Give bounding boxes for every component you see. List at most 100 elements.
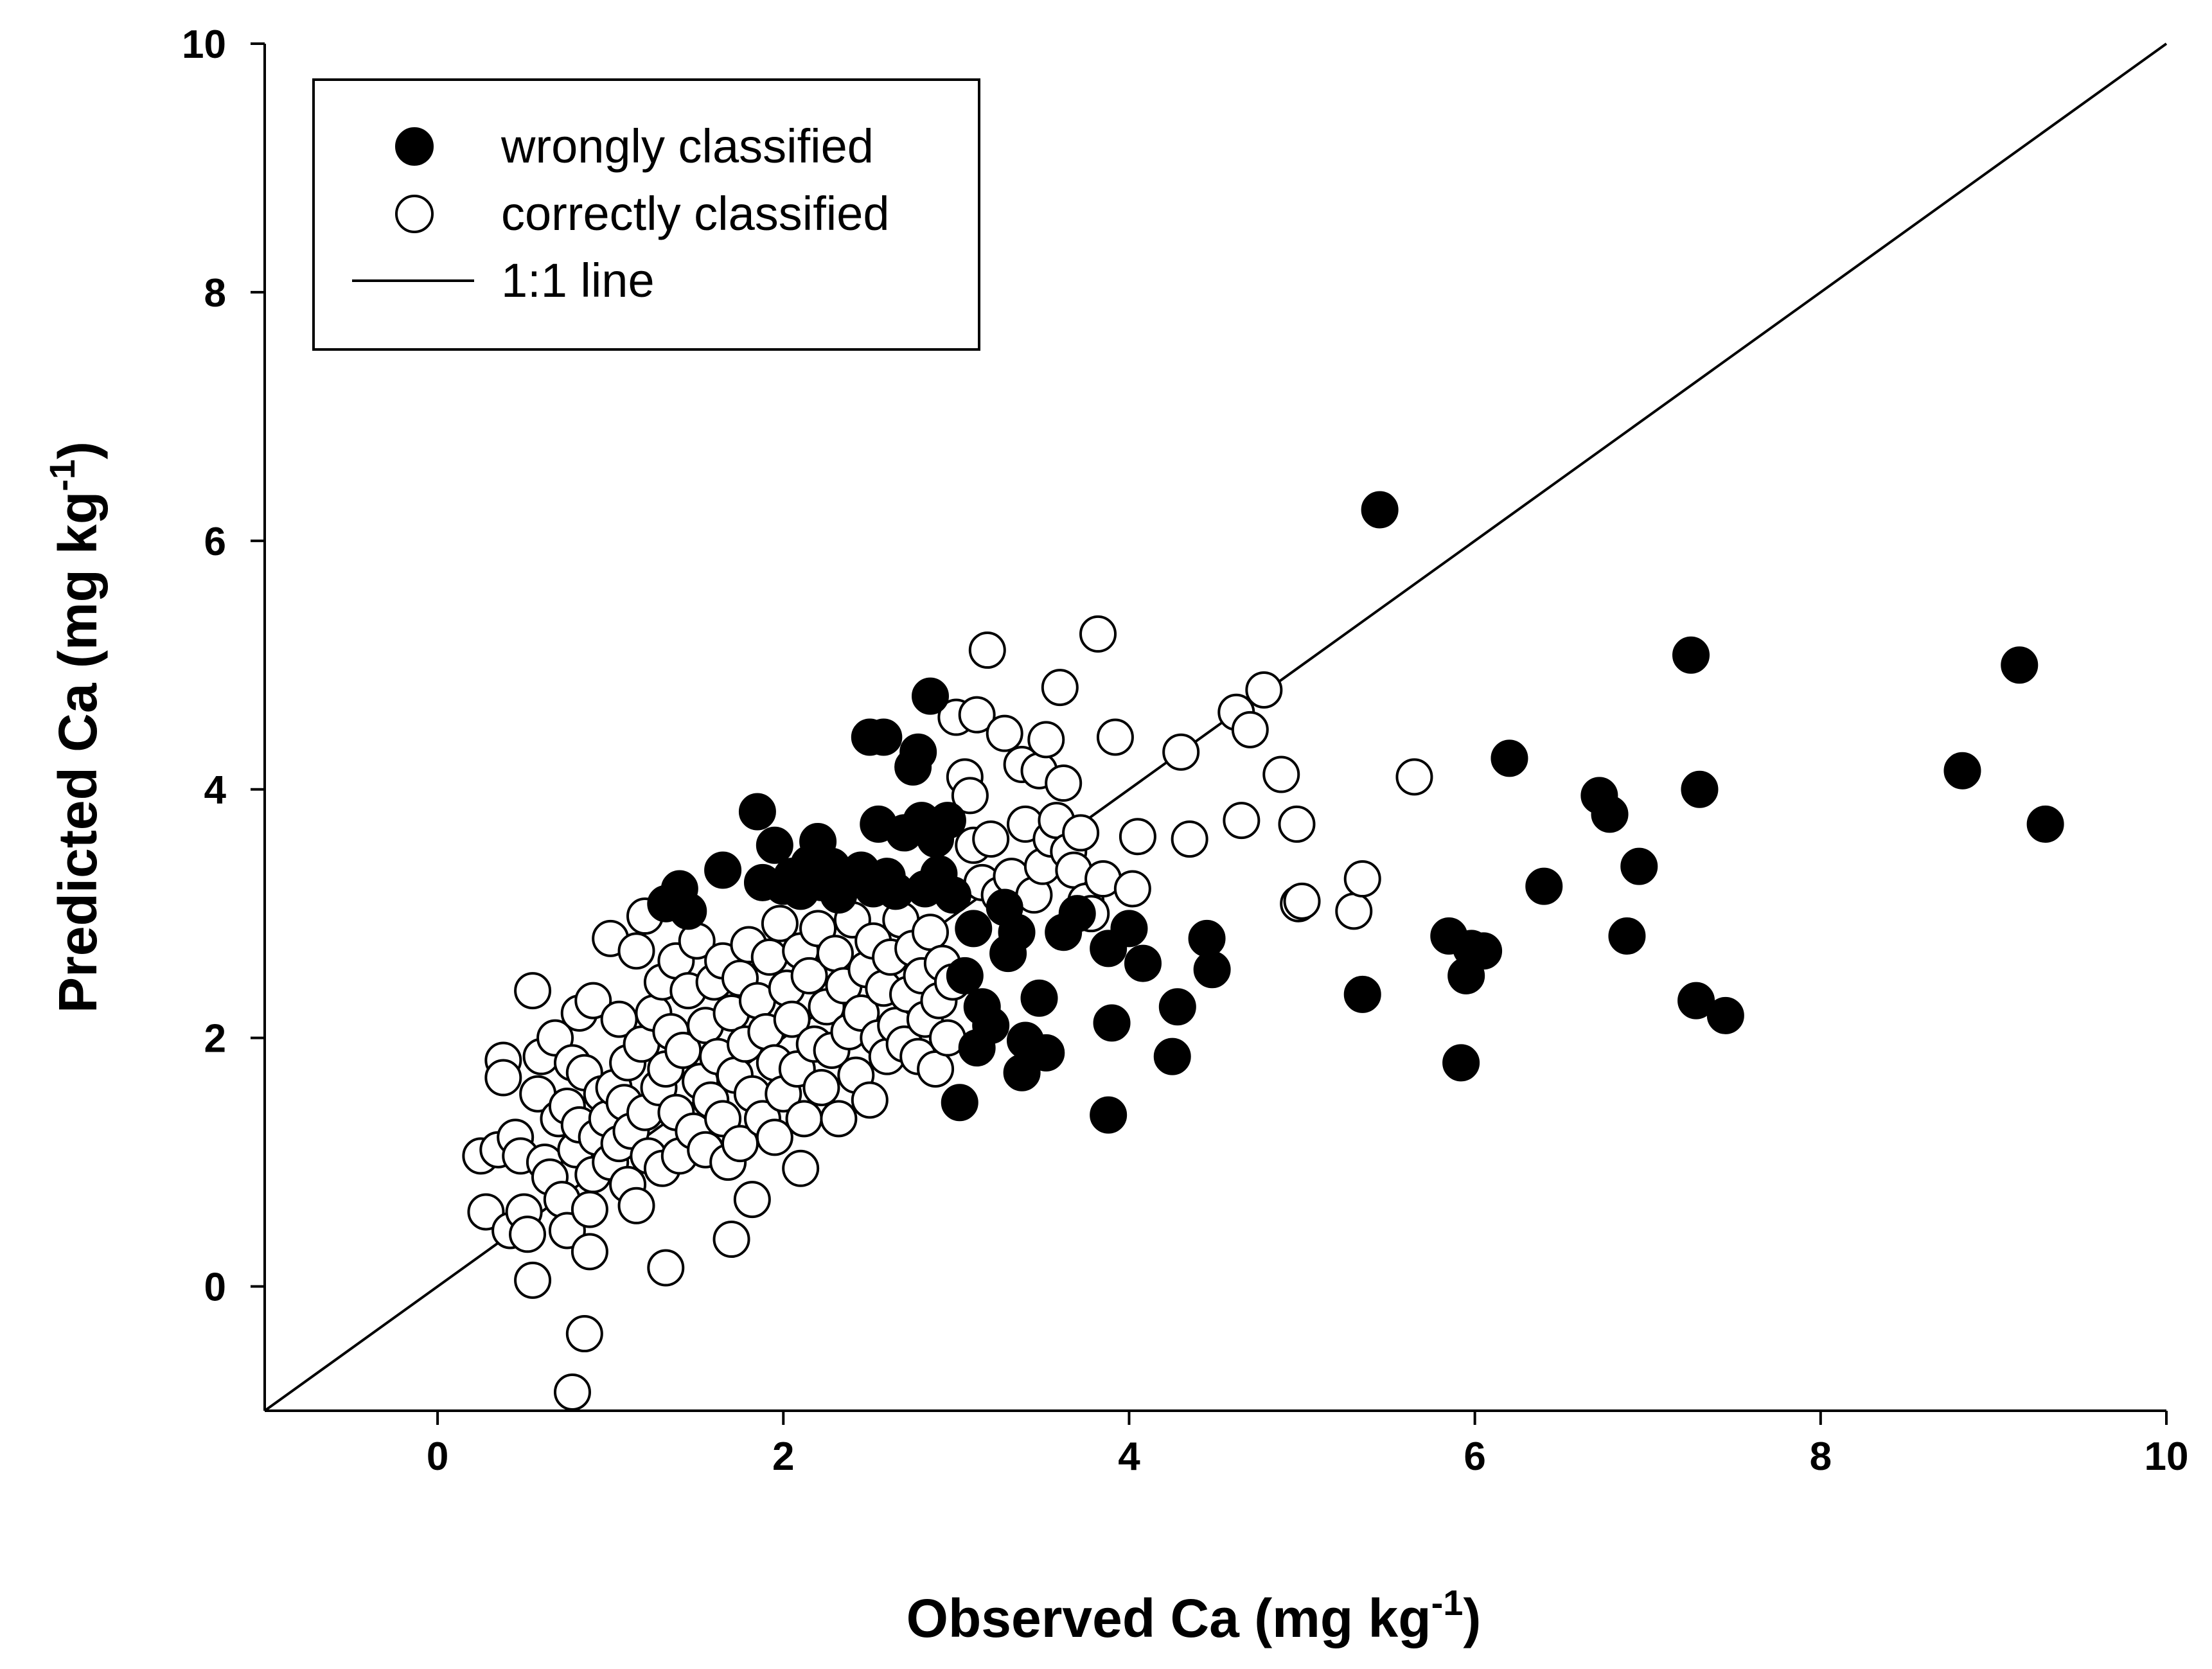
point-wrongly-classified (1188, 919, 1226, 957)
point-wrongly-classified (1681, 770, 1719, 808)
point-wrongly-classified (1620, 847, 1658, 885)
point-wrongly-classified (1093, 1004, 1131, 1042)
x-tick-label: 8 (1810, 1435, 1832, 1479)
y-axis-title-superscript: -1 (42, 459, 82, 491)
point-wrongly-classified (912, 677, 949, 715)
point-wrongly-classified (1525, 867, 1563, 905)
x-tick-label: 6 (1464, 1435, 1485, 1479)
point-correctly-classified (851, 1081, 889, 1119)
y-tick-label: 6 (204, 520, 226, 564)
x-axis-title-superscript: -1 (1431, 1582, 1464, 1623)
point-wrongly-classified (998, 914, 1036, 951)
point-wrongly-classified (1020, 979, 1058, 1017)
point-correctly-classified (733, 1181, 771, 1219)
x-axis-ticks: 0 2 4 6 8 10 (427, 1411, 2188, 1479)
point-correctly-classified (1223, 802, 1261, 840)
x-axis-title-main: Observed Ca (mg kg (907, 1588, 1431, 1648)
y-axis-ticks: 0 2 4 6 8 10 (182, 22, 265, 1310)
point-wrongly-classified (1672, 636, 1710, 674)
point-correctly-classified (509, 1215, 547, 1253)
point-wrongly-classified (941, 1084, 978, 1122)
point-wrongly-classified (933, 876, 971, 914)
point-wrongly-classified (955, 910, 993, 948)
point-correctly-classified (912, 914, 949, 951)
point-wrongly-classified (704, 851, 742, 889)
y-tick-label: 8 (204, 271, 226, 315)
point-wrongly-classified (1193, 951, 1231, 989)
point-wrongly-classified (1153, 1038, 1191, 1075)
point-wrongly-classified (946, 957, 984, 994)
point-correctly-classified (761, 905, 799, 942)
x-tick-label: 0 (427, 1435, 448, 1479)
point-correctly-classified (817, 935, 854, 973)
point-wrongly-classified (972, 1007, 1010, 1045)
point-correctly-classified (1045, 764, 1083, 802)
point-wrongly-classified (1124, 944, 1162, 982)
y-axis-title-close: ) (48, 441, 108, 459)
point-correctly-classified (1162, 733, 1200, 771)
point-wrongly-classified (928, 802, 966, 840)
y-tick-label: 0 (204, 1266, 226, 1310)
point-correctly-classified (773, 1000, 811, 1038)
x-axis-title-close: ) (1463, 1588, 1481, 1648)
point-correctly-classified (712, 1221, 750, 1258)
point-correctly-classified (571, 1190, 608, 1228)
point-correctly-classified (1041, 669, 1079, 707)
point-correctly-classified (553, 1373, 591, 1411)
point-wrongly-classified (865, 718, 903, 756)
point-correctly-classified (968, 631, 1006, 669)
point-wrongly-classified (899, 733, 937, 771)
point-wrongly-classified (1158, 988, 1196, 1026)
point-correctly-classified (1113, 870, 1151, 908)
point-correctly-classified (820, 1100, 858, 1138)
point-wrongly-classified (1027, 1034, 1065, 1072)
point-correctly-classified (617, 932, 655, 970)
point-correctly-classified (1283, 882, 1321, 920)
point-wrongly-classified (2001, 646, 2039, 684)
point-wrongly-classified (738, 793, 776, 831)
point-correctly-classified (1096, 718, 1134, 756)
point-correctly-classified (917, 1050, 955, 1088)
series-correctly-classified (462, 615, 1433, 1411)
point-correctly-classified (790, 957, 828, 994)
point-wrongly-classified (1591, 795, 1629, 833)
x-tick-label: 4 (1118, 1435, 1140, 1479)
legend: wrongly classified correctly classified … (312, 78, 980, 351)
point-correctly-classified (1119, 818, 1156, 856)
point-correctly-classified (565, 1315, 603, 1353)
point-wrongly-classified (1706, 996, 1744, 1034)
point-wrongly-classified (1943, 752, 1981, 790)
y-tick-label: 2 (204, 1017, 226, 1061)
legend-label-wrong: wrongly classified (500, 119, 874, 173)
point-wrongly-classified (1110, 910, 1148, 948)
point-correctly-classified (647, 1249, 685, 1287)
point-wrongly-classified (1442, 1044, 1480, 1082)
point-correctly-classified (972, 820, 1010, 858)
y-axis-title: Predicted Ca (mg kg-1) (42, 441, 108, 1013)
x-axis-title: Observed Ca (mg kg-1) (907, 1582, 1482, 1648)
point-correctly-classified (1278, 805, 1316, 843)
point-wrongly-classified (2026, 805, 2064, 843)
legend-marker-correct (395, 195, 434, 233)
point-wrongly-classified (1465, 932, 1503, 970)
x-tick-label: 2 (772, 1435, 794, 1479)
point-correctly-classified (574, 982, 612, 1020)
point-correctly-classified (1062, 814, 1100, 852)
point-correctly-classified (617, 1187, 655, 1224)
point-correctly-classified (514, 972, 552, 1010)
y-axis-title-main: Predicted Ca (mg kg (48, 491, 108, 1013)
point-wrongly-classified (1677, 982, 1715, 1020)
point-correctly-classified (958, 696, 996, 734)
point-correctly-classified (514, 1261, 552, 1299)
point-correctly-classified (802, 1069, 840, 1107)
y-tick-label: 4 (204, 768, 227, 813)
point-wrongly-classified (1361, 491, 1399, 529)
legend-label-correct: correctly classified (501, 187, 890, 240)
point-wrongly-classified (1058, 895, 1096, 933)
point-correctly-classified (1245, 671, 1283, 709)
series-wrongly-classified (647, 491, 2064, 1134)
point-correctly-classified (1335, 892, 1373, 930)
point-wrongly-classified (1608, 917, 1646, 955)
point-correctly-classified (1395, 758, 1433, 796)
